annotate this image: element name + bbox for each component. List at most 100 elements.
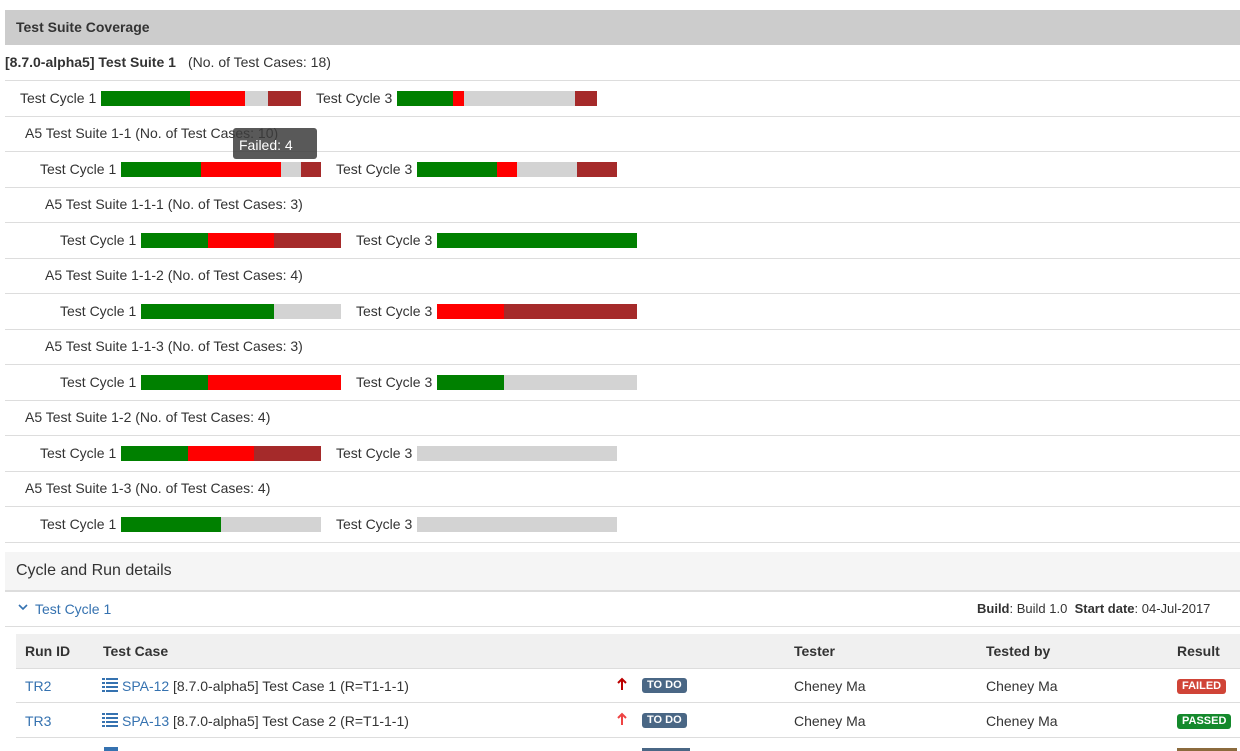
cycle-name: Test Cycle 3 (316, 89, 393, 106)
coverage-bar (417, 516, 617, 532)
coverage-bar (141, 232, 341, 248)
bar-segment (437, 232, 637, 248)
lozenge (1177, 748, 1237, 751)
cycle-row: Test Cycle 1 Test Cycle 3 (5, 81, 1240, 117)
suite-cases: (No. of Test Cases: 18) (188, 54, 331, 70)
cycle-row: Test Cycle 1 Test Cycle 3 (5, 223, 1240, 259)
suite-name: [8.7.0-alpha5] Test Suite 1 (5, 54, 176, 70)
bar-segment (574, 90, 597, 106)
cycle-name: Test Cycle 3 (356, 373, 433, 390)
cycle-name: Test Cycle 3 (356, 302, 433, 319)
suite-row: A5 Test Suite 1-3 (No. of Test Cases: 4) (5, 471, 1240, 507)
tester: Cheney Ma (794, 678, 866, 694)
suite-name: A5 Test Suite 1-3 (No. of Test Cases: 4) (25, 480, 271, 496)
bar-segment (141, 232, 208, 248)
coverage-bar (437, 303, 637, 319)
suite-name: A5 Test Suite 1-1-2 (No. of Test Cases: … (45, 267, 303, 283)
tester: Cheney Ma (794, 713, 866, 729)
bar-segment (437, 374, 504, 390)
coverage-bar (417, 161, 617, 177)
start-label: Start date (1074, 601, 1135, 616)
cycle-row: Test Cycle 1 Test Cycle 3 (5, 436, 1240, 472)
bar-segment (503, 374, 637, 390)
coverage-bar (101, 90, 301, 106)
suite-name: A5 Test Suite 1-1-3 (No. of Test Cases: … (45, 338, 303, 354)
bar-segment (417, 445, 617, 461)
bar-segment (207, 374, 341, 390)
cycle-row: Test Cycle 1 Test Cycle 3 (5, 152, 1240, 188)
column-header: Test Case (103, 643, 169, 659)
tooltip-text: Failed: 4 (239, 137, 293, 153)
cycle-name: Test Cycle 3 (336, 160, 413, 177)
bar-segment (397, 90, 453, 106)
bar-segment (187, 445, 255, 461)
result-lozenge: PASSED (1177, 714, 1232, 729)
coverage-bar (121, 516, 321, 532)
table-header (16, 634, 1240, 669)
cycle-name: Test Cycle 1 (40, 444, 117, 461)
partial-row (16, 738, 1240, 751)
bar-segment (121, 516, 221, 532)
coverage-header (5, 10, 1240, 45)
tooltip (233, 128, 317, 159)
bar-segment (101, 90, 190, 106)
coverage-bar (141, 303, 341, 319)
cycle-name: Test Cycle 3 (356, 231, 433, 248)
suite-row: A5 Test Suite 1-1-2 (No. of Test Cases: … (5, 258, 1240, 294)
list-icon (102, 713, 118, 727)
build-label: Build (977, 601, 1010, 616)
bar-segment (141, 374, 208, 390)
bar-segment (207, 232, 275, 248)
suite-row: A5 Test Suite 1-1-3 (No. of Test Cases: … (5, 329, 1240, 365)
tested-by: Cheney Ma (986, 713, 1058, 729)
cycle-name: Test Cycle 1 (60, 302, 137, 319)
bar-segment (452, 90, 464, 106)
bar-segment (274, 232, 341, 248)
suite-row: A5 Test Suite 1-1-1 (No. of Test Cases: … (5, 187, 1240, 223)
cycle-name: Test Cycle 3 (336, 515, 413, 532)
coverage-bar (121, 161, 321, 177)
cycle-name: Test Cycle 1 (40, 160, 117, 177)
issue-key[interactable]: SPA-12 (122, 678, 170, 694)
suite-row: A5 Test Suite 1-2 (No. of Test Cases: 4) (5, 400, 1240, 436)
cycle-name: Test Cycle 3 (336, 444, 413, 461)
column-header: Result (1177, 643, 1220, 659)
coverage-title: Test Suite Coverage (16, 19, 150, 35)
icon (104, 747, 118, 751)
cycle-link[interactable]: Test Cycle 1 (35, 601, 112, 617)
column-header: Tested by (986, 643, 1051, 659)
bar-segment (221, 516, 321, 532)
coverage-bar (141, 374, 341, 390)
issue-key[interactable]: SPA-13 (122, 713, 170, 729)
coverage-bar (437, 374, 637, 390)
bar-segment (503, 303, 637, 319)
bar-segment (463, 90, 575, 106)
suite-name: A5 Test Suite 1-2 (No. of Test Cases: 4) (25, 409, 271, 425)
suite-row: [8.7.0-alpha5] Test Suite 1 (No. of Test … (5, 45, 1240, 81)
priority-icon (617, 677, 627, 690)
run-id[interactable]: TR3 (25, 713, 52, 729)
cycle-row: Test Cycle 1 Test Cycle 3 (5, 365, 1240, 401)
run-id[interactable]: TR2 (25, 678, 52, 694)
bar-segment (577, 161, 617, 177)
coverage-bar (397, 90, 597, 106)
coverage-bar (121, 445, 321, 461)
bar-segment (245, 90, 268, 106)
bar-segment (189, 90, 246, 106)
chevron[interactable] (18, 603, 28, 611)
coverage-bar (437, 232, 637, 248)
table-row: TR3 SPA-13 [8.7.0-alpha5] Test Case 2 (R=T… (16, 703, 1240, 738)
bar-segment (201, 161, 281, 177)
table-row: TR2 SPA-12 [8.7.0-alpha5] Test Case 1 (R=T… (16, 668, 1240, 703)
status-lozenge: TO DO (642, 678, 687, 693)
cycle-name: Test Cycle 1 (20, 89, 97, 106)
summary: [8.7.0-alpha5] Test Case 2 (R=T1-1-1) (173, 713, 409, 729)
tested-by: Cheney Ma (986, 678, 1058, 694)
cycle-name: Test Cycle 1 (60, 231, 137, 248)
cycle-name: Test Cycle 1 (40, 515, 117, 532)
cycle-name: Test Cycle 1 (60, 373, 137, 390)
bar-segment (517, 161, 577, 177)
cycle-row: Test Cycle 1 Test Cycle 3 (5, 507, 1240, 543)
suite-row: A5 Test Suite 1-1 (No. of Test Cases: 10… (5, 116, 1240, 152)
cycle-bar (5, 592, 1240, 627)
